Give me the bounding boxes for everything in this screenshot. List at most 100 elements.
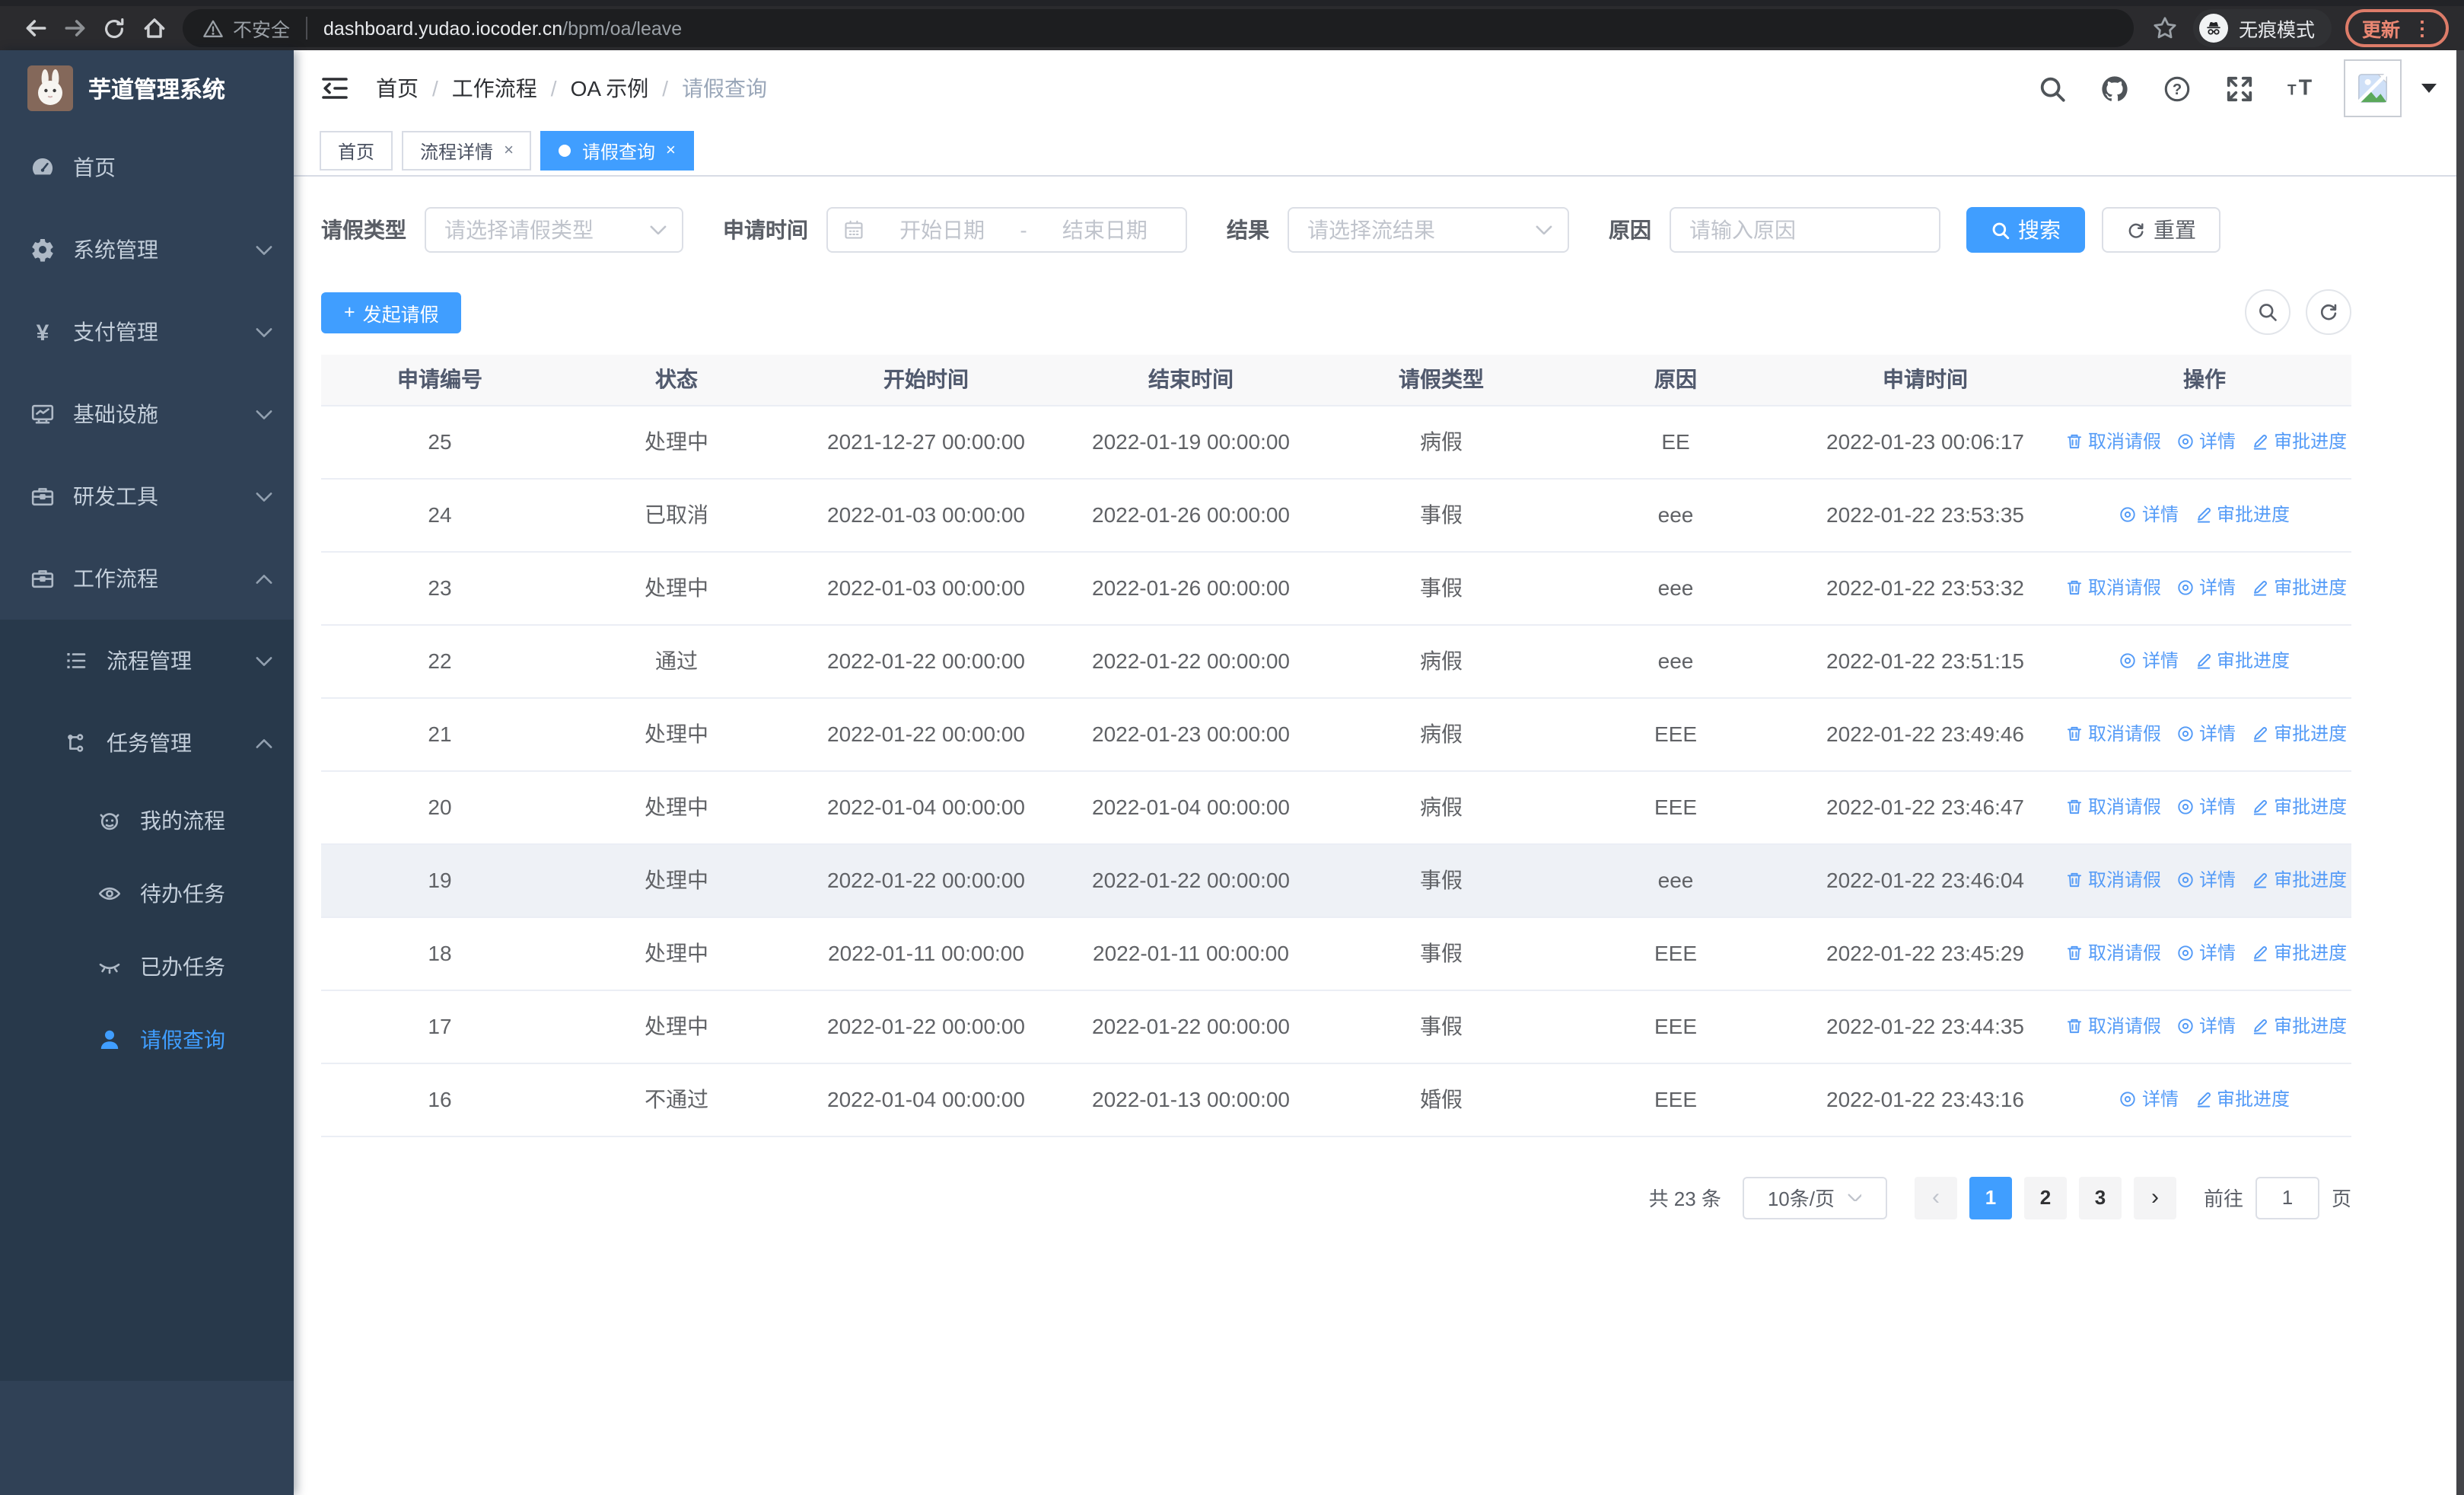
chevron-down-icon: [256, 244, 272, 255]
browser-update-button[interactable]: 更新 ⋮: [2345, 9, 2449, 47]
detail-link[interactable]: 详情: [2119, 502, 2179, 528]
progress-link[interactable]: 审批进度: [2251, 1013, 2347, 1039]
table-search-toggle-button[interactable]: [2245, 289, 2291, 335]
sidebar-item-label: 系统管理: [73, 237, 158, 262]
sidebar-item-todo-tasks[interactable]: 待办任务: [0, 857, 294, 930]
detail-link[interactable]: 详情: [2176, 867, 2236, 893]
apply-time-cell: 2022-01-22 23:44:35: [1793, 990, 2058, 1063]
help-icon[interactable]: ?: [2163, 74, 2192, 103]
page-button-3[interactable]: 3: [2078, 1176, 2122, 1219]
detail-link[interactable]: 详情: [2176, 794, 2236, 820]
reason-input[interactable]: [1689, 218, 1921, 242]
progress-link[interactable]: 审批进度: [2251, 867, 2347, 893]
tab-home[interactable]: 首页: [320, 131, 393, 171]
sidebar-item-dev-tools[interactable]: 研发工具: [0, 455, 294, 537]
prev-page-button[interactable]: ‹: [1914, 1176, 1957, 1219]
sidebar-item-process-management[interactable]: 流程管理: [0, 620, 294, 702]
cancel-link[interactable]: 取消请假: [2065, 721, 2161, 747]
leave-type-select[interactable]: 请选择请假类型: [425, 207, 683, 253]
cancel-link[interactable]: 取消请假: [2065, 429, 2161, 454]
avatar-dropdown-caret-icon[interactable]: [2421, 84, 2437, 93]
tab-process-detail[interactable]: 流程详情 ×: [402, 131, 532, 171]
start-time-cell: 2022-01-04 00:00:00: [794, 770, 1058, 844]
progress-link[interactable]: 审批进度: [2251, 794, 2347, 820]
progress-link[interactable]: 审批进度: [2251, 429, 2347, 454]
page-scrollbar[interactable]: [2456, 50, 2464, 1495]
progress-link[interactable]: 审批进度: [2194, 1086, 2290, 1112]
breadcrumb-separator: /: [432, 76, 438, 100]
github-icon[interactable]: [2100, 74, 2129, 103]
broken-image-icon: [2357, 73, 2388, 104]
browser-menu-dots-icon[interactable]: ⋮: [2412, 17, 2432, 40]
user-icon: [97, 1028, 122, 1052]
pen-icon: [2251, 871, 2269, 889]
page-size-select[interactable]: 10条/页: [1742, 1176, 1887, 1219]
create-leave-button[interactable]: + 发起请假: [321, 292, 462, 333]
next-page-button[interactable]: ›: [2133, 1176, 2176, 1219]
search-button[interactable]: 搜索: [1966, 207, 2085, 253]
chevron-up-icon: [256, 573, 272, 584]
tab-close-icon[interactable]: ×: [504, 142, 514, 160]
address-bar[interactable]: 不安全 dashboard.yudao.iocoder.cn /bpm/oa/l…: [183, 9, 2134, 47]
bookmark-star-icon[interactable]: [2152, 15, 2178, 41]
sidebar-item-home[interactable]: 首页: [0, 126, 294, 209]
breadcrumb-home[interactable]: 首页: [376, 76, 419, 100]
progress-link[interactable]: 审批进度: [2194, 502, 2290, 528]
dashboard-icon: [30, 155, 55, 180]
cancel-link[interactable]: 取消请假: [2065, 794, 2161, 820]
progress-link[interactable]: 审批进度: [2251, 940, 2347, 966]
sidebar-item-done-tasks[interactable]: 已办任务: [0, 930, 294, 1003]
start-date-placeholder: 开始日期: [899, 218, 985, 242]
progress-link[interactable]: 审批进度: [2251, 575, 2347, 601]
goto-label: 前往: [2203, 1187, 2243, 1210]
action-label: 取消请假: [2088, 942, 2162, 964]
end-time-cell: 2022-01-22 00:00:00: [1058, 990, 1324, 1063]
page-button-2[interactable]: 2: [2023, 1176, 2067, 1219]
sidebar-item-task-management[interactable]: 任务管理: [0, 702, 294, 784]
result-select[interactable]: 请选择流结果: [1288, 207, 1569, 253]
tab-close-icon[interactable]: ×: [665, 142, 676, 160]
sidebar-item-workflow[interactable]: 工作流程: [0, 537, 294, 620]
table-refresh-button[interactable]: [2306, 289, 2351, 335]
browser-forward-button[interactable]: [55, 8, 94, 48]
cancel-link[interactable]: 取消请假: [2065, 940, 2161, 966]
browser-back-button[interactable]: [15, 8, 55, 48]
detail-link[interactable]: 详情: [2176, 940, 2236, 966]
svg-text:¥: ¥: [37, 320, 49, 344]
breadcrumb-oa-example[interactable]: OA 示例: [570, 76, 649, 100]
detail-link[interactable]: 详情: [2176, 575, 2236, 601]
apply-time-range-picker[interactable]: 开始日期 - 结束日期: [826, 207, 1187, 253]
detail-link[interactable]: 详情: [2119, 1086, 2179, 1112]
sidebar-item-payment-management[interactable]: ¥ 支付管理: [0, 291, 294, 373]
detail-link[interactable]: 详情: [2176, 721, 2236, 747]
sidebar-item-leave-query[interactable]: 请假查询: [0, 1003, 294, 1076]
detail-link[interactable]: 详情: [2176, 1013, 2236, 1039]
detail-link[interactable]: 详情: [2176, 429, 2236, 454]
browser-home-button[interactable]: [134, 8, 173, 48]
search-icon[interactable]: [2038, 74, 2067, 103]
sidebar-collapse-icon[interactable]: [320, 73, 350, 104]
tab-leave-query[interactable]: 请假查询 ×: [540, 131, 694, 171]
sidebar-item-infrastructure[interactable]: 基础设施: [0, 373, 294, 455]
cancel-link[interactable]: 取消请假: [2065, 867, 2161, 893]
page-button-1[interactable]: 1: [1969, 1176, 2012, 1219]
detail-link[interactable]: 详情: [2119, 648, 2179, 674]
table-row: 19 处理中 2022-01-22 00:00:00 2022-01-22 00:00…: [321, 843, 2351, 917]
reset-button[interactable]: 重置: [2102, 207, 2220, 253]
goto-page-input[interactable]: [2255, 1176, 2319, 1219]
cancel-link[interactable]: 取消请假: [2065, 1013, 2161, 1039]
sidebar-item-my-processes[interactable]: 我的流程: [0, 784, 294, 857]
result-placeholder: 请选择流结果: [1307, 218, 1435, 242]
breadcrumb-workflow[interactable]: 工作流程: [451, 76, 537, 100]
user-avatar[interactable]: [2344, 59, 2402, 117]
sidebar-item-label: 已办任务: [140, 955, 225, 979]
app-logo[interactable]: 芋道管理系统: [0, 50, 294, 126]
progress-link[interactable]: 审批进度: [2194, 648, 2290, 674]
cancel-link[interactable]: 取消请假: [2065, 575, 2161, 601]
browser-reload-button[interactable]: [94, 8, 134, 48]
sidebar-item-system-management[interactable]: 系统管理: [0, 209, 294, 291]
progress-link[interactable]: 审批进度: [2251, 721, 2347, 747]
fullscreen-icon[interactable]: [2225, 74, 2254, 103]
browser-chrome: 不安全 dashboard.yudao.iocoder.cn /bpm/oa/l…: [0, 0, 2464, 50]
